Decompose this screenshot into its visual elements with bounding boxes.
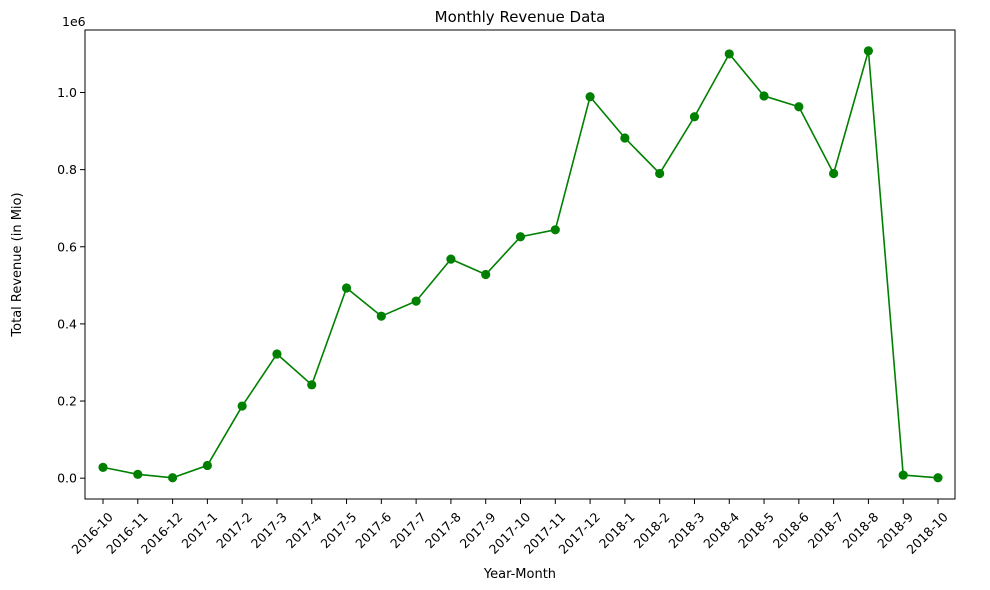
x-axis-label: Year-Month	[483, 567, 556, 582]
data-point	[133, 469, 143, 479]
data-point	[411, 296, 421, 306]
data-point	[759, 91, 769, 101]
series-revenue	[98, 46, 943, 483]
data-point	[550, 225, 560, 235]
data-point	[620, 133, 630, 143]
y-tick-label: 0.4	[57, 316, 77, 331]
data-point	[933, 473, 943, 483]
data-point	[794, 102, 804, 112]
data-point	[863, 46, 874, 56]
data-point	[167, 473, 178, 483]
plot-frame	[84, 29, 956, 500]
y-axis-label: Total Revenue (in Mio)	[10, 192, 25, 337]
data-point	[655, 168, 665, 179]
data-point	[376, 311, 386, 321]
data-point	[689, 112, 700, 122]
data-point	[898, 470, 908, 480]
data-point	[237, 401, 247, 411]
data-point	[202, 460, 212, 471]
data-point	[446, 254, 456, 264]
chart-title: Monthly Revenue Data	[435, 8, 606, 26]
data-point	[98, 462, 108, 472]
data-point	[272, 349, 282, 359]
y-tick-label: 0.2	[57, 394, 77, 409]
data-point	[307, 380, 317, 390]
data-point	[515, 232, 526, 242]
data-point	[724, 49, 734, 59]
y-offset-label: 1e6	[62, 14, 86, 29]
y-tick-label: 0.6	[57, 239, 77, 254]
y-tick-label: 0.0	[57, 471, 77, 486]
data-point	[481, 269, 491, 280]
data-point	[341, 283, 352, 293]
data-point	[829, 168, 839, 179]
y-tick-label: 0.8	[57, 162, 77, 177]
y-tick-label: 1.0	[57, 85, 77, 100]
y-axis: 0.0 0.2 0.4 0.6 0.8 1.0	[57, 85, 85, 486]
data-point	[585, 92, 595, 102]
